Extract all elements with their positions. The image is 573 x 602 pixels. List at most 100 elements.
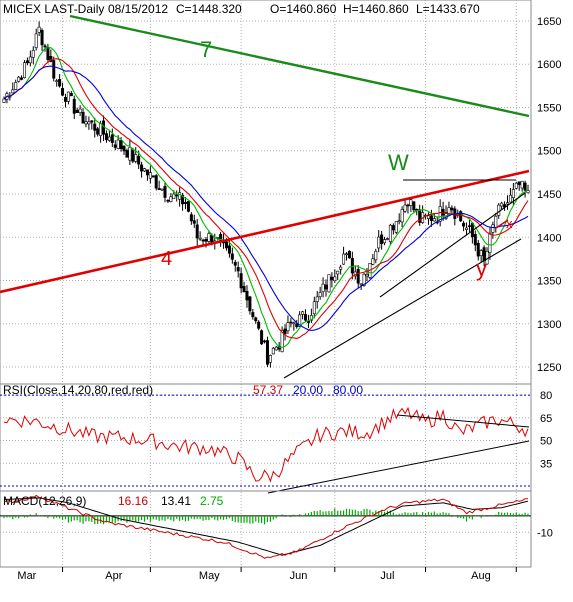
candle-body bbox=[90, 120, 94, 123]
candle-body bbox=[66, 91, 70, 102]
candle-body bbox=[365, 274, 369, 277]
candle-body bbox=[169, 196, 173, 203]
candle-body bbox=[151, 175, 155, 178]
candle-body bbox=[140, 164, 144, 172]
candle-body bbox=[254, 317, 258, 322]
rsi-line bbox=[3, 406, 529, 483]
candle-body bbox=[438, 206, 442, 222]
candle-body bbox=[391, 225, 395, 231]
candle-body bbox=[280, 330, 284, 353]
candle-body bbox=[327, 274, 331, 293]
candle-body bbox=[336, 270, 340, 275]
candle-body bbox=[333, 276, 337, 282]
rsi-tick-label: 65 bbox=[540, 413, 552, 425]
candle-body bbox=[383, 239, 387, 244]
candle-body bbox=[488, 232, 492, 253]
candle-body bbox=[511, 189, 515, 198]
candle-body bbox=[394, 221, 398, 233]
candle-body bbox=[52, 60, 56, 79]
price-tick-label: 1550 bbox=[537, 102, 561, 114]
candle-body bbox=[181, 194, 185, 205]
rsi-title: RSI(Close,14,20,80,red,red) bbox=[3, 383, 153, 397]
moving-average-line bbox=[3, 58, 529, 339]
candle-body bbox=[479, 250, 483, 256]
candle-body bbox=[145, 169, 149, 176]
candle-body bbox=[418, 209, 422, 223]
candle-body bbox=[374, 250, 378, 261]
candle-body bbox=[465, 227, 469, 230]
candle-body bbox=[31, 49, 35, 58]
candle-body bbox=[520, 180, 524, 189]
candle-body bbox=[210, 235, 214, 244]
month-label: Jun bbox=[290, 570, 308, 582]
candle-body bbox=[20, 77, 24, 80]
candle-body bbox=[523, 182, 527, 191]
candle-body bbox=[315, 296, 319, 302]
candle-body bbox=[403, 204, 407, 212]
candle-body bbox=[362, 273, 366, 286]
candle-body bbox=[236, 267, 240, 272]
candle-body bbox=[107, 136, 111, 141]
price-panel: 1250 1300 1350 1400 1450 1500 1550 1600 1650 bbox=[0, 0, 561, 567]
candle-body bbox=[160, 188, 164, 191]
candle-body bbox=[342, 253, 346, 265]
candle-body bbox=[195, 224, 199, 239]
candle-body bbox=[412, 201, 416, 211]
candle-body bbox=[28, 56, 32, 64]
candle-body bbox=[17, 76, 21, 82]
macd-title: MACD(12,26,9) bbox=[3, 494, 86, 508]
month-label: Aug bbox=[471, 570, 491, 582]
candle-body bbox=[75, 109, 79, 113]
rsi-tick-label: 35 bbox=[540, 458, 552, 470]
candle-body bbox=[37, 26, 41, 33]
x-axis: Mar Apr May Jun Jul Aug bbox=[0, 566, 531, 582]
candle-body bbox=[506, 202, 510, 205]
candle-body bbox=[467, 225, 471, 227]
candle-body bbox=[406, 204, 410, 207]
candle-body bbox=[301, 311, 305, 315]
candle-body bbox=[426, 215, 430, 219]
candle-body bbox=[55, 80, 59, 82]
candle-body bbox=[163, 185, 167, 198]
candle-body bbox=[400, 209, 404, 223]
candle-body bbox=[230, 253, 234, 260]
annotation-4: 4 bbox=[161, 248, 172, 270]
price-tick-label: 1450 bbox=[537, 189, 561, 201]
candle-body bbox=[356, 268, 360, 284]
candle-body bbox=[96, 128, 100, 135]
candle-body bbox=[189, 214, 193, 222]
signal-line bbox=[3, 497, 529, 556]
candle-body bbox=[339, 266, 343, 270]
moving-average-line bbox=[3, 47, 529, 349]
rsi-high-level: 80.00 bbox=[333, 383, 363, 397]
candle-body bbox=[87, 121, 91, 125]
candle-body bbox=[450, 207, 454, 211]
candle-body bbox=[289, 321, 293, 324]
date-label: 08/15/2012 bbox=[108, 2, 168, 16]
candle-body bbox=[271, 348, 275, 355]
candle-body bbox=[183, 202, 187, 204]
candle-body bbox=[242, 286, 246, 293]
candle-body bbox=[462, 222, 466, 227]
candle-body bbox=[72, 98, 76, 114]
candle-body bbox=[2, 98, 6, 103]
candle-body bbox=[429, 215, 433, 221]
month-label: May bbox=[199, 570, 220, 582]
candle-body bbox=[268, 355, 272, 363]
price-tick-label: 1650 bbox=[537, 16, 561, 28]
candle-body bbox=[491, 224, 495, 233]
price-tick-label: 1300 bbox=[537, 319, 561, 331]
candle-body bbox=[58, 79, 62, 87]
candle-body bbox=[283, 328, 287, 335]
channel-line bbox=[379, 192, 526, 298]
candle-body bbox=[178, 192, 182, 200]
signal-value: 13.41 bbox=[161, 494, 191, 508]
candle-body bbox=[257, 321, 261, 329]
rsi-tick-label: 80 bbox=[540, 390, 552, 402]
candle-body bbox=[201, 239, 205, 242]
candle-body bbox=[46, 46, 50, 61]
price-tick-label: 1400 bbox=[537, 232, 561, 244]
close-label: C=1448.320 bbox=[176, 2, 242, 16]
candle-body bbox=[497, 204, 501, 216]
